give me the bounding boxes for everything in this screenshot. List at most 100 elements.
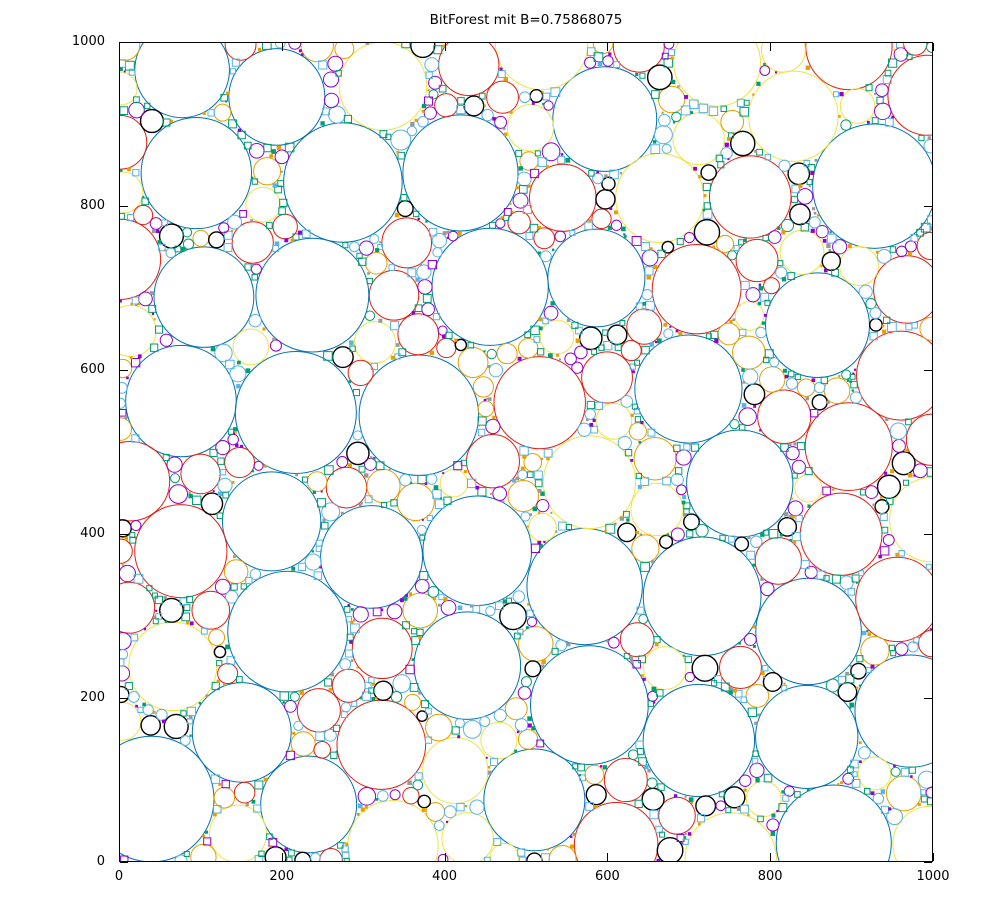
packed-circle	[433, 248, 442, 257]
packed-circle	[480, 716, 490, 726]
packed-circle	[677, 485, 687, 495]
small-square-marker	[293, 234, 299, 240]
small-square-marker	[633, 660, 641, 668]
packed-circle	[403, 593, 438, 628]
tiny-dot-marker	[162, 719, 166, 724]
tiny-dot-marker	[703, 194, 707, 198]
packed-circle	[120, 565, 136, 581]
tiny-dot-marker	[152, 710, 156, 714]
tiny-dot-marker	[637, 484, 642, 489]
packed-circle	[648, 691, 658, 701]
tiny-dot-marker	[758, 283, 762, 286]
tiny-dot-marker	[624, 235, 627, 238]
packed-circle	[222, 472, 320, 571]
small-square-marker	[866, 85, 872, 91]
small-square-marker	[625, 450, 631, 456]
tiny-dot-marker	[690, 801, 694, 805]
tiny-dot-marker	[640, 420, 644, 425]
small-square-marker	[697, 815, 704, 822]
x-tick-mark	[933, 43, 934, 51]
small-square-marker	[423, 294, 431, 302]
x-axis-tick-label: 400	[432, 869, 457, 884]
small-square-marker	[567, 524, 572, 529]
packed-circle	[530, 646, 648, 765]
small-square-marker	[636, 303, 643, 310]
small-square-marker	[386, 134, 391, 139]
packed-circle	[685, 813, 776, 861]
small-square-marker	[399, 349, 406, 356]
tiny-dot-marker	[360, 807, 365, 812]
tiny-dot-marker	[849, 665, 853, 668]
packed-circle	[776, 785, 891, 861]
packed-circle	[833, 240, 847, 254]
packed-circle	[548, 229, 645, 327]
x-tick-mark	[933, 853, 934, 861]
small-square-marker	[764, 357, 769, 362]
tiny-dot-marker	[843, 590, 846, 593]
packed-circle	[537, 499, 549, 511]
packed-circle	[635, 335, 742, 443]
tiny-dot-marker	[759, 429, 762, 432]
tiny-dot-marker	[742, 381, 746, 384]
tiny-dot-marker	[793, 442, 797, 446]
tiny-dot-marker	[272, 183, 277, 188]
packed-circle	[192, 591, 230, 629]
small-square-marker	[729, 133, 734, 138]
packed-circle	[180, 736, 190, 746]
small-square-marker	[885, 70, 891, 76]
packed-circle	[405, 694, 421, 710]
small-square-marker	[658, 250, 665, 257]
small-square-marker	[901, 769, 908, 777]
packed-circle	[270, 340, 281, 351]
packed-circle	[214, 787, 234, 808]
packed-circle	[856, 557, 932, 641]
tiny-dot-marker	[681, 500, 686, 505]
small-square-marker	[125, 683, 132, 690]
small-square-marker	[535, 480, 542, 487]
packed-circle	[120, 666, 130, 681]
small-square-marker	[138, 707, 143, 712]
small-square-marker	[214, 805, 221, 812]
tiny-dot-marker	[895, 552, 900, 557]
packed-circle	[167, 457, 182, 472]
packed-circle	[891, 767, 900, 776]
packed-circle	[500, 603, 527, 630]
tiny-dot-marker	[475, 485, 480, 490]
tiny-dot-marker	[929, 628, 932, 631]
packed-circle	[786, 447, 799, 460]
tiny-dot-marker	[752, 93, 755, 96]
small-square-marker	[263, 43, 272, 49]
packed-circle	[886, 776, 921, 811]
small-square-marker	[120, 409, 126, 416]
tiny-dot-marker	[124, 682, 127, 685]
packed-circle	[580, 327, 602, 349]
small-square-marker	[389, 265, 395, 271]
packed-circle	[214, 646, 225, 657]
packed-circle	[766, 273, 870, 378]
packed-circle	[323, 72, 338, 87]
packed-circle	[792, 460, 805, 473]
small-square-marker	[230, 69, 235, 74]
small-square-marker	[795, 792, 801, 798]
packed-circle	[353, 431, 362, 440]
small-square-marker	[921, 796, 927, 802]
packed-circle	[382, 218, 432, 268]
small-square-marker	[573, 764, 578, 769]
tiny-dot-marker	[251, 799, 256, 804]
small-square-marker	[652, 91, 660, 99]
small-square-marker	[212, 682, 219, 689]
small-square-marker	[850, 760, 858, 768]
tiny-dot-marker	[263, 464, 267, 468]
tiny-dot-marker	[693, 166, 697, 171]
packed-circle	[398, 314, 439, 355]
tiny-dot-marker	[135, 704, 138, 708]
packed-circle	[193, 230, 209, 246]
tiny-dot-marker	[684, 795, 687, 798]
small-square-marker	[543, 93, 550, 100]
packed-circle	[417, 525, 426, 534]
packed-circle	[486, 419, 500, 433]
small-square-marker	[630, 364, 635, 369]
packed-circle	[337, 700, 426, 789]
tiny-dot-marker	[189, 621, 194, 626]
small-square-marker	[187, 596, 193, 602]
